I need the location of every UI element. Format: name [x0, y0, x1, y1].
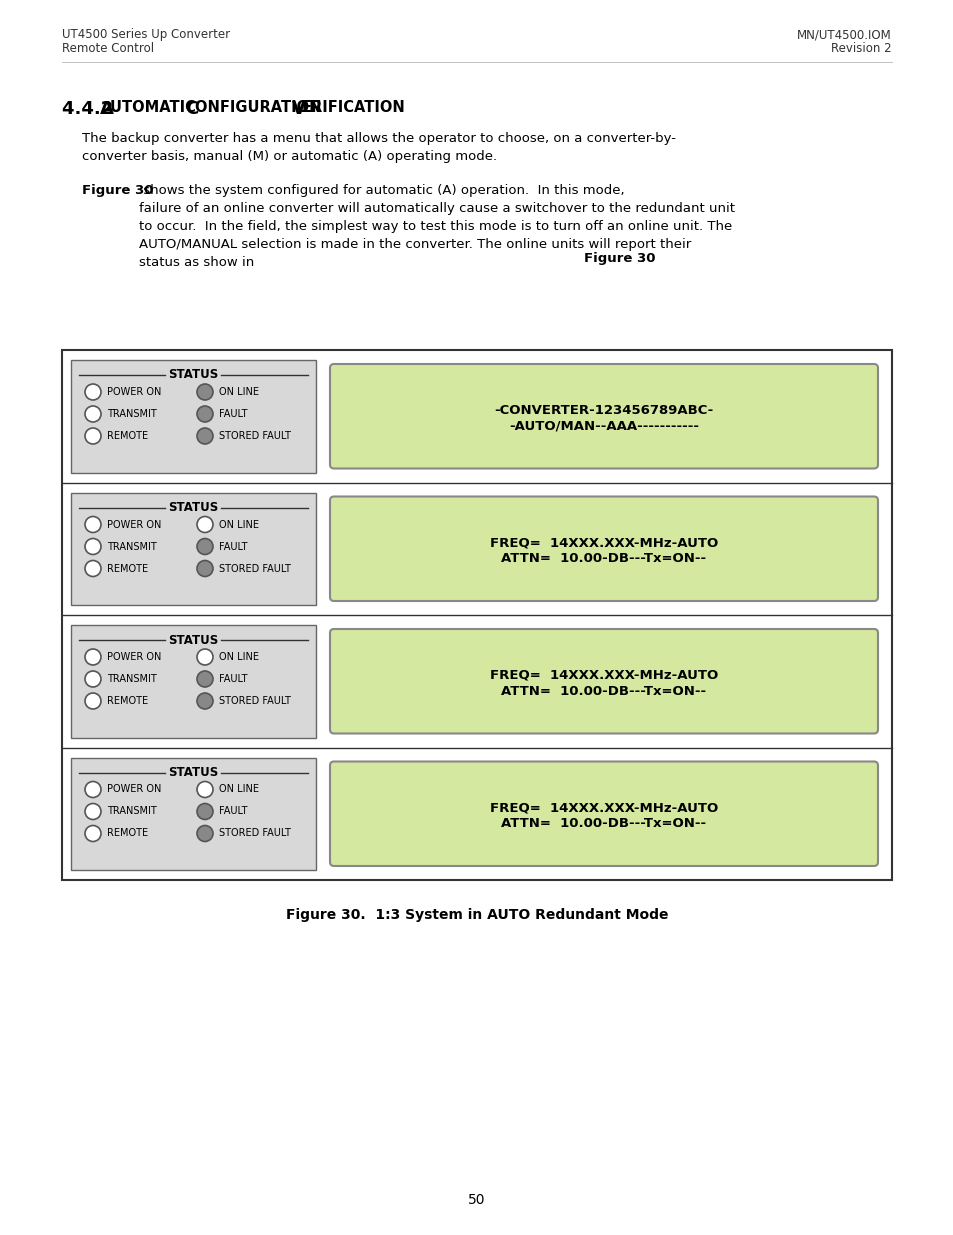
Circle shape: [196, 516, 213, 532]
Circle shape: [85, 650, 101, 664]
Text: FAULT: FAULT: [219, 409, 247, 419]
Text: UT4500 Series Up Converter: UT4500 Series Up Converter: [62, 28, 230, 41]
FancyBboxPatch shape: [330, 496, 877, 601]
Text: POWER ON: POWER ON: [107, 784, 161, 794]
Circle shape: [196, 825, 213, 841]
Text: Revision 2: Revision 2: [830, 42, 891, 56]
Text: ATTN=  10.00-DB---Tx=ON--: ATTN= 10.00-DB---Tx=ON--: [501, 818, 706, 830]
Circle shape: [196, 538, 213, 555]
Circle shape: [196, 671, 213, 687]
Text: UTOMATIC: UTOMATIC: [110, 100, 201, 115]
Text: Remote Control: Remote Control: [62, 42, 154, 56]
Text: REMOTE: REMOTE: [107, 431, 148, 441]
Circle shape: [85, 671, 101, 687]
Text: ERIFICATION: ERIFICATION: [302, 100, 405, 115]
Text: STATUS: STATUS: [168, 634, 218, 646]
Text: FAULT: FAULT: [219, 674, 247, 684]
Text: Figure 30: Figure 30: [82, 184, 153, 198]
Circle shape: [85, 384, 101, 400]
Text: STORED FAULT: STORED FAULT: [219, 697, 291, 706]
Circle shape: [196, 429, 213, 445]
Circle shape: [85, 804, 101, 820]
Text: ATTN=  10.00-DB---Tx=ON--: ATTN= 10.00-DB---Tx=ON--: [501, 552, 706, 566]
Text: STATUS: STATUS: [168, 501, 218, 514]
Text: The backup converter has a menu that allows the operator to choose, on a convert: The backup converter has a menu that all…: [82, 132, 676, 163]
Text: ON LINE: ON LINE: [219, 387, 258, 396]
Text: STATUS: STATUS: [168, 368, 218, 382]
Text: shows the system configured for automatic (A) operation.  In this mode,
failure : shows the system configured for automati…: [139, 184, 734, 269]
Text: POWER ON: POWER ON: [107, 652, 161, 662]
Text: REMOTE: REMOTE: [107, 697, 148, 706]
Text: POWER ON: POWER ON: [107, 520, 161, 530]
Text: FREQ=  14XXX.XXX-MHz-AUTO: FREQ= 14XXX.XXX-MHz-AUTO: [489, 668, 718, 682]
Text: A: A: [100, 100, 113, 119]
FancyBboxPatch shape: [71, 757, 315, 869]
Text: 50: 50: [468, 1193, 485, 1207]
Circle shape: [196, 804, 213, 820]
Text: STORED FAULT: STORED FAULT: [219, 431, 291, 441]
FancyBboxPatch shape: [71, 625, 315, 737]
Text: STORED FAULT: STORED FAULT: [219, 563, 291, 573]
Text: C: C: [185, 100, 198, 119]
Text: ON LINE: ON LINE: [219, 784, 258, 794]
Text: TRANSMIT: TRANSMIT: [107, 541, 156, 552]
Circle shape: [85, 782, 101, 798]
Circle shape: [85, 538, 101, 555]
Circle shape: [85, 429, 101, 445]
Text: POWER ON: POWER ON: [107, 387, 161, 396]
Circle shape: [196, 406, 213, 422]
Text: FREQ=  14XXX.XXX-MHz-AUTO: FREQ= 14XXX.XXX-MHz-AUTO: [489, 802, 718, 814]
Circle shape: [85, 825, 101, 841]
Circle shape: [196, 650, 213, 664]
Text: TRANSMIT: TRANSMIT: [107, 806, 156, 816]
Circle shape: [196, 561, 213, 577]
FancyBboxPatch shape: [71, 359, 315, 473]
Text: STATUS: STATUS: [168, 766, 218, 779]
Circle shape: [85, 516, 101, 532]
Text: .: .: [640, 252, 644, 266]
Text: TRANSMIT: TRANSMIT: [107, 674, 156, 684]
Text: -CONVERTER-123456789ABC-: -CONVERTER-123456789ABC-: [494, 404, 713, 416]
FancyBboxPatch shape: [330, 629, 877, 734]
Text: REMOTE: REMOTE: [107, 829, 148, 839]
FancyBboxPatch shape: [330, 762, 877, 866]
Text: -AUTO/MAN--AAA-----------: -AUTO/MAN--AAA-----------: [509, 420, 699, 432]
Circle shape: [196, 782, 213, 798]
Text: Figure 30: Figure 30: [583, 252, 655, 266]
Text: TRANSMIT: TRANSMIT: [107, 409, 156, 419]
Text: STORED FAULT: STORED FAULT: [219, 829, 291, 839]
Text: FAULT: FAULT: [219, 541, 247, 552]
Circle shape: [85, 406, 101, 422]
Text: ON LINE: ON LINE: [219, 652, 258, 662]
Text: FAULT: FAULT: [219, 806, 247, 816]
Text: 4.4.2: 4.4.2: [62, 100, 119, 119]
Text: REMOTE: REMOTE: [107, 563, 148, 573]
FancyBboxPatch shape: [330, 364, 877, 468]
Text: ATTN=  10.00-DB---Tx=ON--: ATTN= 10.00-DB---Tx=ON--: [501, 684, 706, 698]
Text: FREQ=  14XXX.XXX-MHz-AUTO: FREQ= 14XXX.XXX-MHz-AUTO: [489, 536, 718, 550]
Text: ON LINE: ON LINE: [219, 520, 258, 530]
Text: V: V: [292, 100, 306, 119]
Text: Figure 30.  1:3 System in AUTO Redundant Mode: Figure 30. 1:3 System in AUTO Redundant …: [286, 908, 667, 923]
Circle shape: [196, 384, 213, 400]
Text: ONFIGURATION: ONFIGURATION: [194, 100, 326, 115]
FancyBboxPatch shape: [71, 493, 315, 605]
Circle shape: [85, 561, 101, 577]
Circle shape: [196, 693, 213, 709]
Circle shape: [85, 693, 101, 709]
Text: MN/UT4500.IOM: MN/UT4500.IOM: [797, 28, 891, 41]
FancyBboxPatch shape: [62, 350, 891, 881]
